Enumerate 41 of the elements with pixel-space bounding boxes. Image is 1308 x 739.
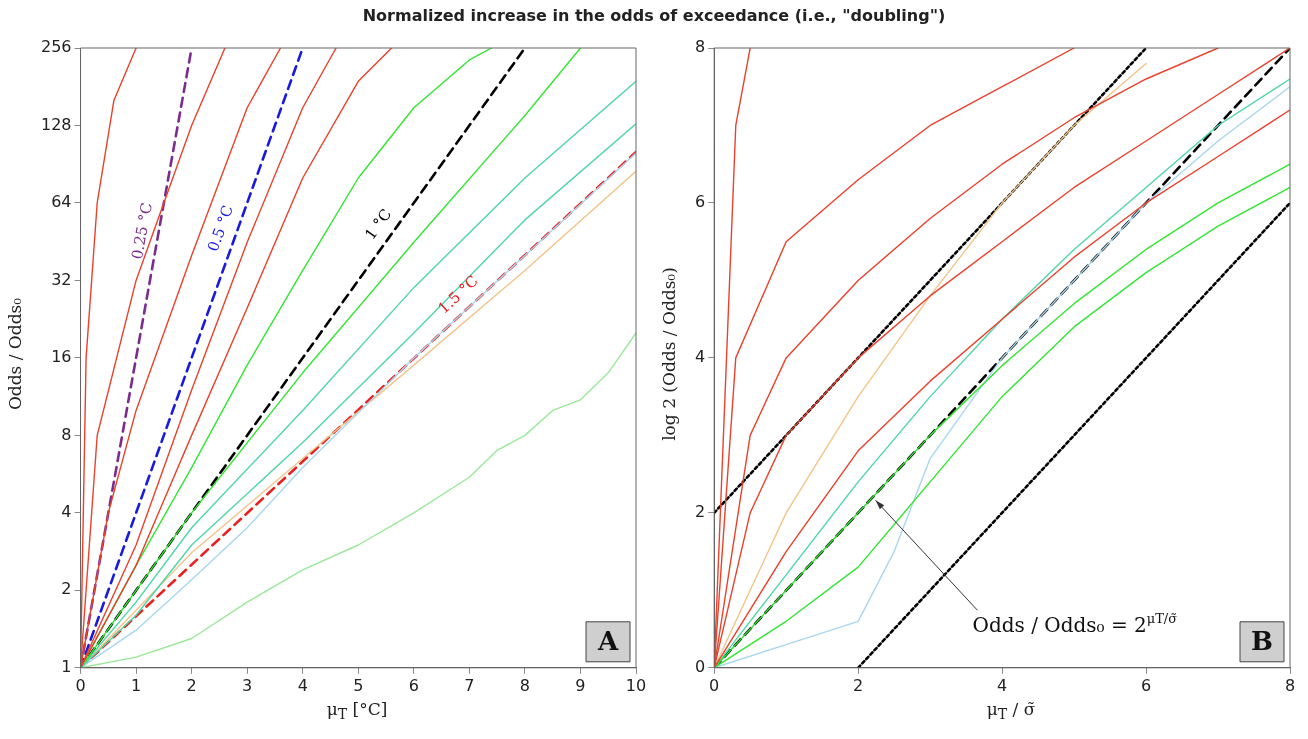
x-tick-label: 2 bbox=[853, 675, 864, 695]
y-tick-label: 128 bbox=[40, 114, 72, 134]
annotation: B bbox=[1251, 625, 1273, 656]
y-axis-title: log 2 (Odds / Odds₀) bbox=[659, 267, 679, 441]
x-tick-label: 8 bbox=[519, 675, 530, 695]
x-tick-label: 3 bbox=[242, 675, 253, 695]
x-tick-label: 6 bbox=[1140, 675, 1152, 695]
x-tick-label: 2 bbox=[186, 675, 197, 695]
y-tick-label: 8 bbox=[694, 37, 706, 57]
y-tick-label: 8 bbox=[61, 424, 72, 444]
x-axis-title: μ$_{T}$ / σ̃ bbox=[985, 699, 1037, 723]
x-tick-label: 10 bbox=[625, 675, 647, 695]
y-tick-label: 2 bbox=[694, 502, 706, 522]
y-tick-label: 1 bbox=[61, 656, 72, 676]
x-axis-title: μ$_{T}$ [°C] bbox=[325, 699, 389, 723]
x-tick-label: 8 bbox=[1284, 675, 1296, 695]
text: 1 °C bbox=[361, 205, 396, 244]
x-tick-label: 7 bbox=[464, 675, 475, 695]
y-tick-label: 16 bbox=[51, 347, 72, 367]
text: 1.5 °C bbox=[434, 271, 482, 318]
y-tick-label: 32 bbox=[51, 269, 72, 289]
x-tick-label: 0 bbox=[709, 675, 720, 695]
y-tick-label: 0 bbox=[694, 656, 706, 676]
y-tick-label: 2 bbox=[61, 579, 72, 599]
y-axis-title: Odds / Odds₀ bbox=[5, 297, 26, 411]
annotation: A bbox=[596, 625, 619, 656]
x-tick-label: 0 bbox=[75, 675, 86, 695]
x-tick-label: 4 bbox=[297, 675, 308, 695]
x-tick-label: 5 bbox=[353, 675, 364, 695]
y-tick-label: 4 bbox=[61, 502, 72, 522]
y-tick-label: 64 bbox=[51, 192, 72, 212]
chart-title: Normalized increase in the odds of exceedance (i.e., "doubling") bbox=[361, 6, 947, 25]
text: 0.25 °C bbox=[128, 201, 156, 261]
x-tick-label: 1 bbox=[130, 675, 142, 695]
y-tick-label: 6 bbox=[694, 192, 706, 212]
text: 0.5 °C bbox=[203, 202, 237, 254]
x-tick-label: 4 bbox=[997, 675, 1008, 695]
y-tick-label: 4 bbox=[694, 347, 706, 367]
x-tick-label: 6 bbox=[408, 675, 419, 695]
y-tick-label: 256 bbox=[40, 37, 72, 57]
x-tick-label: 9 bbox=[575, 675, 586, 695]
